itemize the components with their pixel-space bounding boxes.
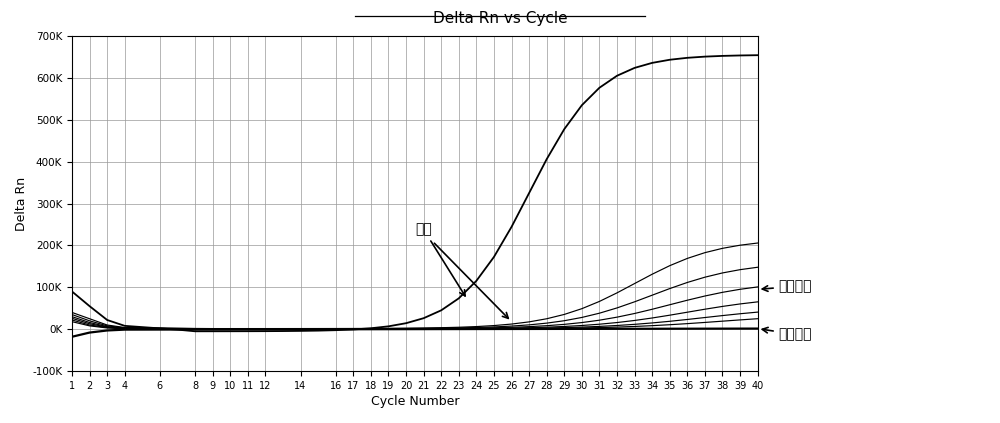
Y-axis label: Delta Rn: Delta Rn (15, 176, 28, 231)
Text: 阳性对照: 阳性对照 (762, 279, 812, 293)
Text: Delta Rn vs Cycle: Delta Rn vs Cycle (433, 11, 567, 25)
Text: 样品: 样品 (415, 222, 465, 296)
X-axis label: Cycle Number: Cycle Number (371, 395, 459, 408)
Text: 阴性对照: 阴性对照 (762, 327, 812, 341)
